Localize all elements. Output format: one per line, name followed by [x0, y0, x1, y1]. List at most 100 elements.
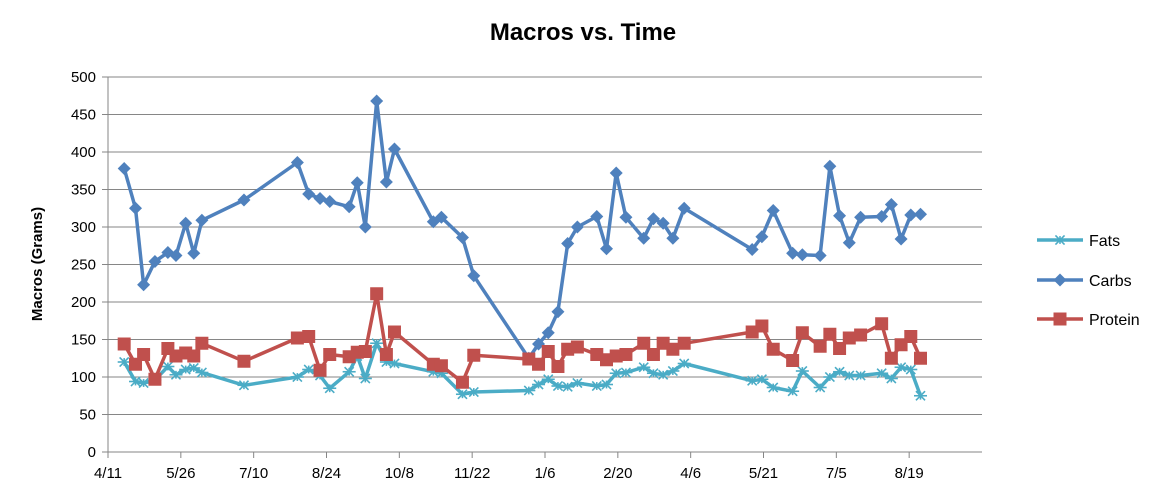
data-point	[358, 345, 372, 358]
legend-item-fats: Fats	[1037, 233, 1120, 250]
data-point	[237, 193, 251, 207]
data-point	[137, 278, 151, 292]
data-point	[884, 351, 898, 365]
data-point	[842, 236, 856, 250]
data-point	[561, 381, 575, 392]
data-point	[590, 380, 604, 392]
x-tick-label: 11/22	[454, 465, 490, 482]
data-point	[795, 248, 809, 262]
data-point	[1053, 234, 1067, 246]
data-point	[148, 255, 162, 268]
data-point	[823, 327, 837, 341]
data-point	[561, 237, 575, 250]
legend-label: Protein	[1089, 312, 1140, 329]
data-point	[302, 330, 316, 343]
data-point	[137, 348, 151, 361]
x-tick-labels: 4/11 5/26 7/10 8/24 10/8 11/22 1/6 2/20 4/6 5/21 7…	[94, 465, 924, 482]
data-point	[169, 369, 183, 380]
data-point	[570, 377, 584, 389]
data-point	[350, 176, 364, 190]
data-point	[619, 210, 633, 224]
data-point	[541, 326, 555, 340]
data-point	[884, 373, 898, 384]
data-point	[766, 382, 780, 393]
y-tick-label: 400	[71, 144, 96, 161]
data-point	[884, 198, 898, 211]
data-point	[1053, 273, 1067, 287]
data-point	[842, 331, 856, 345]
data-point	[137, 377, 151, 389]
data-point	[358, 373, 372, 384]
data-point	[387, 142, 401, 156]
data-point	[195, 213, 209, 227]
data-point	[370, 94, 384, 108]
data-point	[823, 159, 837, 173]
data-point	[302, 187, 316, 201]
data-point	[913, 207, 927, 221]
data-point	[677, 358, 691, 369]
data-point	[677, 201, 691, 215]
axes	[102, 76, 982, 458]
chart-title: Macros vs. Time	[490, 19, 676, 46]
data-point	[813, 382, 827, 393]
legend-item-protein: Protein	[1037, 312, 1140, 329]
data-point	[600, 242, 614, 256]
data-point	[313, 363, 327, 377]
series-protein	[117, 287, 927, 389]
y-tick-label: 450	[71, 107, 96, 124]
data-point	[179, 364, 193, 375]
data-point	[646, 212, 660, 226]
data-point	[745, 375, 759, 386]
data-point	[570, 220, 584, 234]
data-point	[129, 201, 143, 215]
data-point	[1053, 312, 1067, 326]
x-tick-label: 1/6	[535, 465, 556, 482]
data-point	[875, 317, 889, 331]
data-point	[786, 246, 800, 260]
data-point	[237, 354, 251, 368]
data-point	[358, 220, 372, 234]
data-point	[833, 366, 847, 377]
data-point	[666, 231, 680, 245]
x-tick-label: 10/8	[385, 465, 414, 482]
data-point	[522, 385, 536, 396]
data-point	[766, 204, 780, 217]
data-point	[666, 365, 680, 377]
data-point	[786, 386, 800, 397]
data-point	[129, 376, 143, 387]
x-tick-label: 7/10	[239, 465, 268, 482]
data-point	[854, 328, 868, 342]
data-point	[646, 368, 660, 379]
y-tick-label: 250	[71, 257, 96, 274]
data-point	[637, 362, 651, 373]
data-point	[290, 371, 304, 383]
data-point	[637, 231, 651, 245]
data-point	[666, 342, 680, 356]
data-point	[904, 330, 918, 343]
data-point	[467, 269, 481, 283]
data-point	[195, 367, 209, 378]
data-point	[637, 336, 651, 350]
y-tick-label: 150	[71, 332, 96, 349]
y-tick-label: 50	[79, 407, 96, 424]
x-tick-label: 4/6	[680, 465, 701, 482]
data-point	[541, 345, 555, 358]
data-point	[766, 342, 780, 356]
data-point	[745, 243, 759, 256]
legend: Fats Carbs Protein	[1037, 233, 1140, 329]
data-point	[894, 362, 908, 373]
data-point	[842, 370, 856, 381]
data-point	[755, 319, 769, 333]
y-tick-label: 100	[71, 369, 96, 386]
data-point	[833, 342, 847, 355]
data-point	[169, 249, 183, 262]
data-point	[187, 246, 201, 260]
x-tick-label: 8/24	[312, 465, 341, 482]
x-tick-label: 5/21	[749, 465, 778, 482]
data-point	[570, 340, 584, 354]
y-tick-label: 200	[71, 294, 96, 311]
data-point	[323, 195, 337, 208]
x-tick-label: 4/11	[94, 465, 122, 482]
x-tick-label: 2/20	[603, 465, 632, 482]
legend-item-carbs: Carbs	[1037, 273, 1132, 290]
